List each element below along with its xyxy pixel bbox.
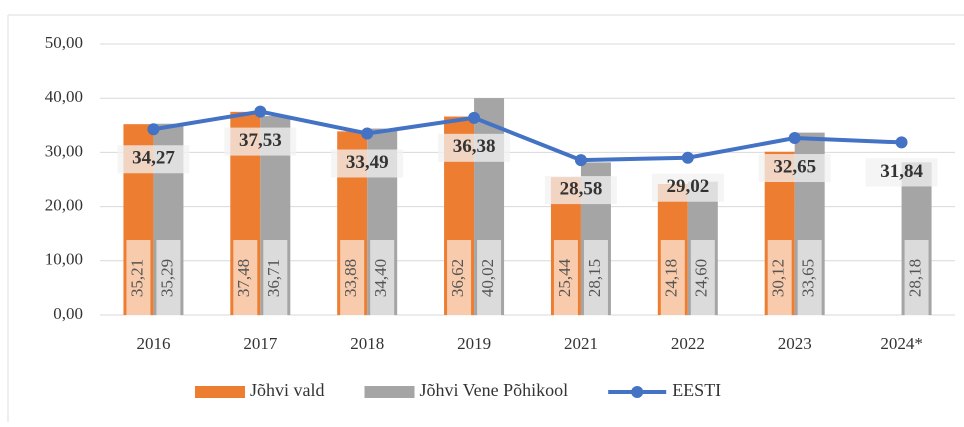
value-label: 34,40 (371, 259, 390, 297)
value-label-bg (447, 240, 472, 316)
value-label-bg (758, 154, 831, 183)
value-label-bg (553, 240, 578, 316)
value-label: 29,02 (666, 176, 709, 197)
value-label: 24,18 (662, 259, 681, 297)
value-label-bg (865, 158, 938, 187)
x-tick-label: 2018 (350, 334, 384, 353)
value-label-bg (904, 240, 929, 316)
x-tick-label: 2023 (778, 334, 812, 353)
value-label-bg (477, 240, 502, 316)
value-label: 33,65 (799, 259, 818, 297)
legend-swatch (364, 386, 415, 398)
x-tick-label: 2019 (457, 334, 491, 353)
value-label-bg (583, 240, 608, 316)
line-point (361, 127, 374, 140)
line-point (254, 105, 267, 118)
value-label-bg (233, 240, 258, 316)
line-point (788, 132, 801, 145)
value-label: 36,71 (264, 259, 283, 297)
value-label-bg (544, 176, 617, 205)
value-label: 37,53 (239, 130, 282, 151)
value-label-bg (224, 127, 297, 156)
value-label: 28,58 (560, 178, 603, 199)
value-label: 32,65 (773, 156, 816, 177)
value-label: 35,21 (127, 259, 146, 297)
value-label-bg (126, 240, 151, 316)
y-tick-label: 20,00 (45, 196, 83, 215)
x-tick-label: 2016 (136, 334, 170, 353)
value-label-bg (331, 149, 404, 178)
value-label-bg (438, 133, 511, 162)
legend-label: Jõhvi Vene Põhikool (420, 380, 569, 400)
y-tick-label: 40,00 (45, 87, 83, 106)
y-tick-label: 0,00 (53, 304, 83, 323)
value-label-bg (767, 240, 792, 316)
value-label: 31,84 (880, 161, 923, 182)
value-label-bg (263, 240, 288, 316)
y-tick-label: 50,00 (45, 33, 83, 52)
value-label: 30,12 (769, 259, 788, 297)
line-point (574, 154, 587, 167)
line-point (681, 151, 694, 164)
value-label: 33,49 (346, 152, 389, 173)
y-tick-label: 10,00 (45, 250, 83, 269)
value-label-bg (156, 240, 181, 316)
value-label-bg (340, 240, 365, 316)
line (153, 109, 902, 163)
value-label: 36,38 (453, 136, 496, 157)
legend-swatch (195, 386, 245, 398)
value-label: 28,15 (585, 259, 604, 297)
x-tick-label: 2024* (880, 334, 923, 353)
value-label-bg (651, 173, 724, 202)
line-point (468, 111, 481, 124)
value-label: 35,29 (157, 259, 176, 297)
legend-label: EESTI (672, 380, 721, 400)
value-label: 25,44 (555, 258, 574, 297)
x-tick-label: 2021 (564, 334, 598, 353)
value-label-bg (370, 240, 395, 316)
line-point (147, 123, 160, 136)
value-label: 28,18 (905, 259, 924, 297)
value-label-bg (797, 240, 822, 316)
legend-marker (631, 386, 644, 398)
value-label-bg (690, 240, 715, 316)
x-tick-label: 2017 (243, 334, 278, 353)
value-label: 36,62 (448, 259, 467, 297)
value-label-bg (117, 145, 190, 174)
x-tick-label: 2022 (671, 334, 705, 353)
line-point (895, 136, 908, 149)
value-label: 24,60 (692, 259, 711, 297)
value-label: 33,88 (341, 259, 360, 297)
value-label-bg (660, 240, 685, 316)
y-tick-label: 30,00 (45, 141, 83, 160)
value-label: 40,02 (478, 259, 497, 297)
value-label: 34,27 (132, 148, 175, 169)
legend-label: Jõhvi vald (250, 380, 325, 400)
value-label: 37,48 (234, 259, 253, 297)
